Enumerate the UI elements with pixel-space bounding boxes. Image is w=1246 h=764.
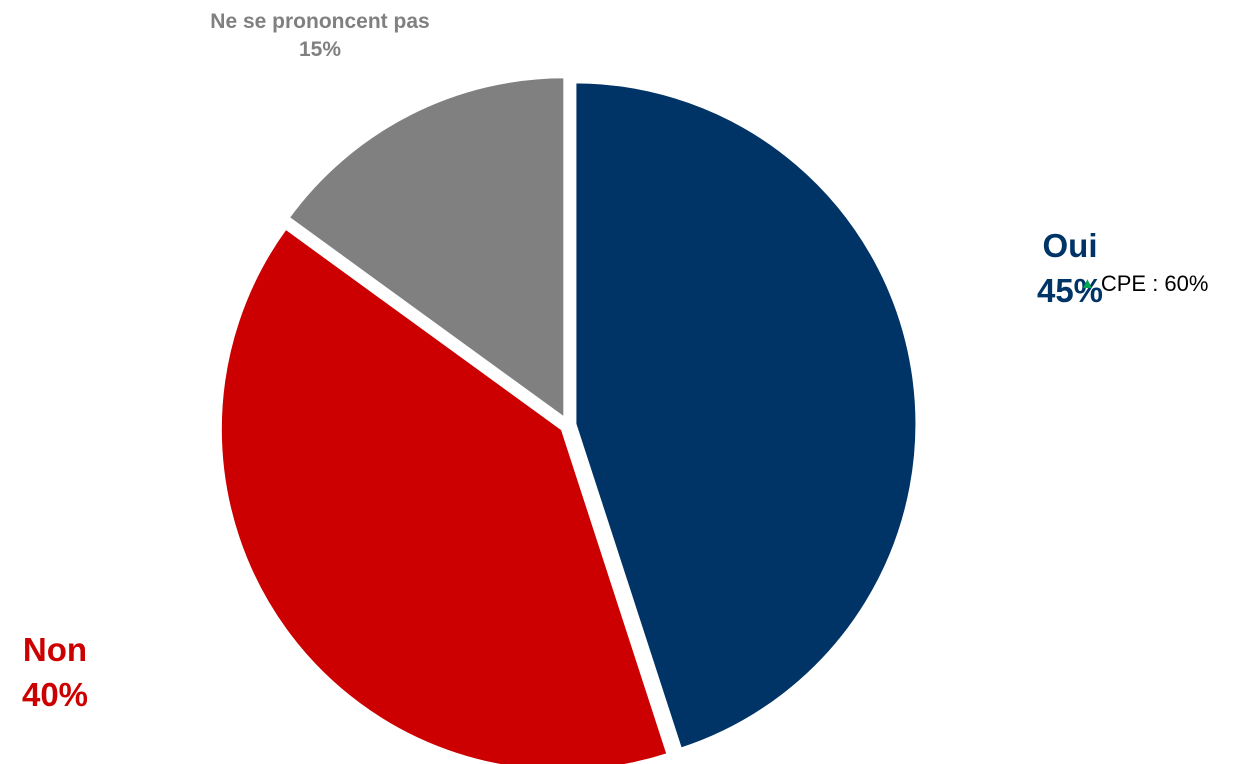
up-triangle-icon: ▲ [1080, 275, 1095, 292]
slice-value: 40% [21, 675, 89, 713]
slice-label-oui: Oui 45% [1000, 224, 1140, 313]
slice-name: Ne se prononcent pas [210, 10, 430, 33]
pie-slice-non [218, 225, 670, 764]
pie-slice-oui [573, 80, 919, 752]
slice-value: 45% [1036, 271, 1104, 309]
slice-value: 15% [298, 38, 342, 62]
cpe-annotation: ▲ CPE : 60% [1080, 271, 1208, 297]
pie-slice-ne-se-prononcent-pas [286, 75, 567, 422]
slice-name: Oui [1042, 227, 1098, 264]
cpe-annotation-text: CPE : 60% [1100, 271, 1209, 296]
slice-label-ne-se-prononcent-pas: Ne se prononcent pas 15% [150, 8, 490, 65]
slice-label-non: Non 40% [0, 628, 110, 717]
pie-slices [218, 75, 919, 764]
slice-name: Non [22, 631, 88, 668]
